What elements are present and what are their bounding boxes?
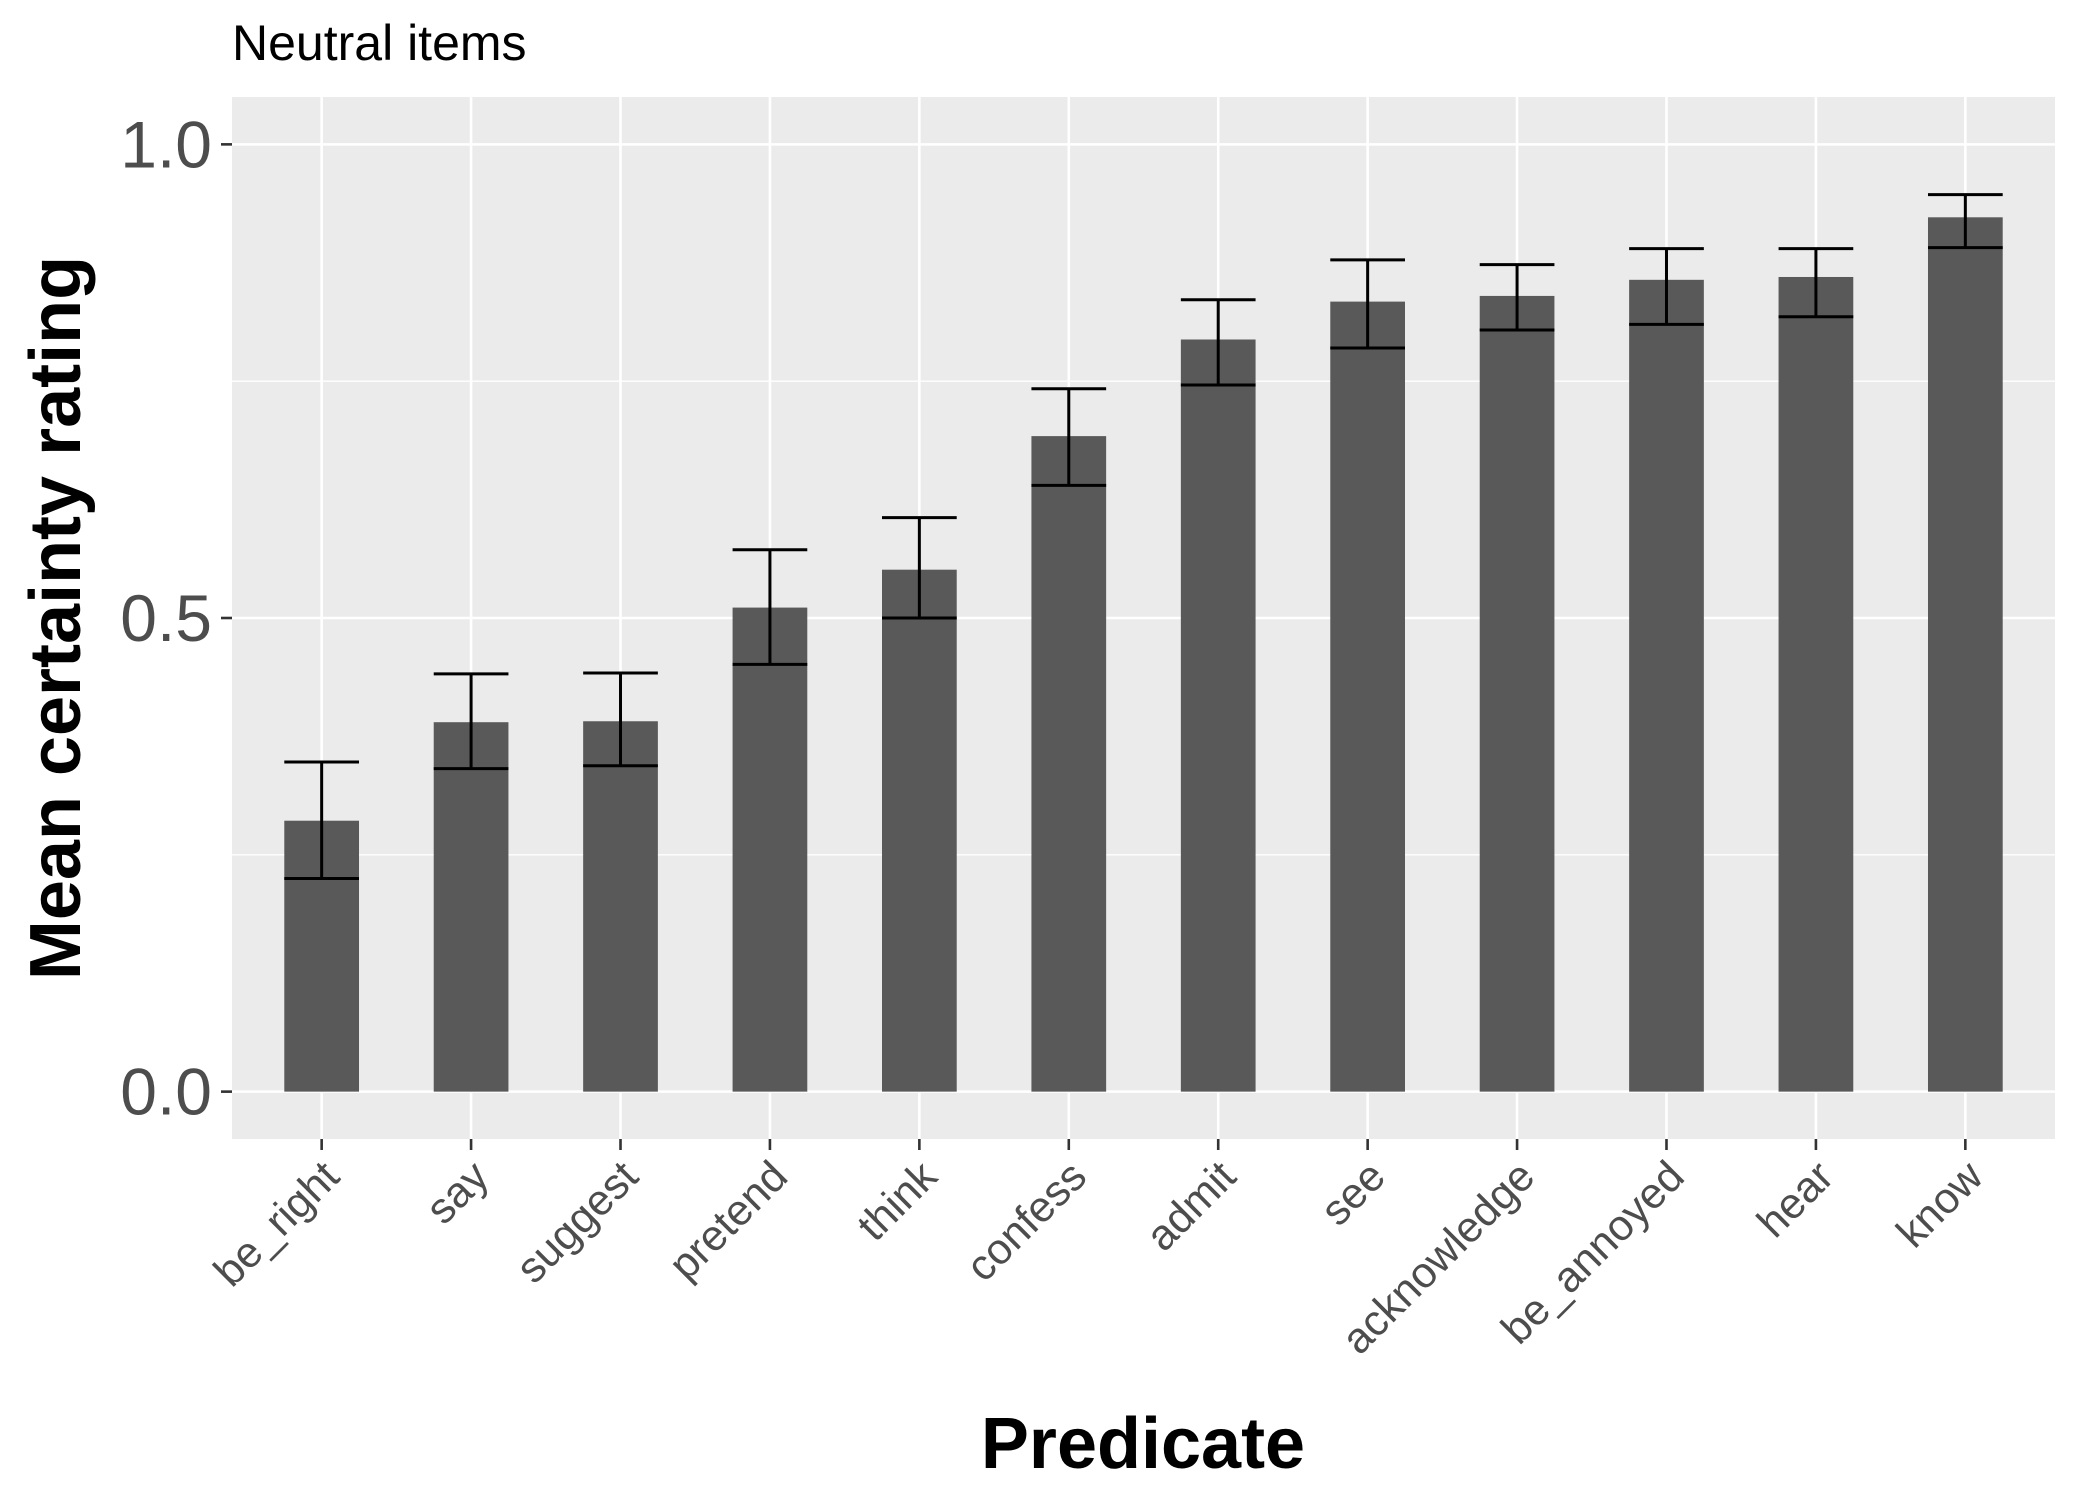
bar-pretend: [732, 607, 808, 1092]
x-tick-label: know: [1887, 1151, 1993, 1257]
bar-confess: [1031, 436, 1107, 1092]
x-tick-label: hear: [1748, 1152, 1843, 1247]
x-tick-label: see: [1312, 1152, 1395, 1235]
x-tick-label: admit: [1137, 1152, 1245, 1260]
x-tick-label: pretend: [660, 1152, 797, 1289]
chart-subtitle: Neutral items: [232, 15, 527, 71]
bar-be_annoyed: [1629, 279, 1704, 1092]
y-tick-label: 0.5: [120, 581, 212, 655]
x-tick-label: suggest: [507, 1152, 647, 1292]
bar-think: [882, 569, 957, 1092]
y-axis-title: Mean certainty rating: [16, 256, 96, 980]
y-tick-label: 1.0: [120, 107, 212, 181]
x-tick-label: say: [417, 1152, 499, 1234]
x-tick-label: think: [848, 1152, 947, 1251]
x-tick-label: be_right: [205, 1152, 349, 1296]
bar-know: [1927, 217, 2003, 1092]
bar-acknowledge: [1479, 295, 1555, 1092]
bar-suggest: [583, 721, 658, 1092]
y-tick-label: 0.0: [120, 1055, 212, 1129]
bar-say: [433, 722, 509, 1092]
bars: [284, 217, 2003, 1092]
bar-hear: [1778, 276, 1854, 1092]
bar-see: [1330, 301, 1405, 1092]
x-tick-label: confess: [957, 1152, 1096, 1291]
y-axis: 0.0 0.5 1.0: [120, 107, 232, 1129]
bar-admit: [1180, 339, 1256, 1092]
x-axis: be_right say suggest pretend think confess adm…: [205, 1139, 1993, 1364]
x-axis-title: Predicate: [981, 1404, 1305, 1484]
error-bars: [284, 193, 2003, 880]
